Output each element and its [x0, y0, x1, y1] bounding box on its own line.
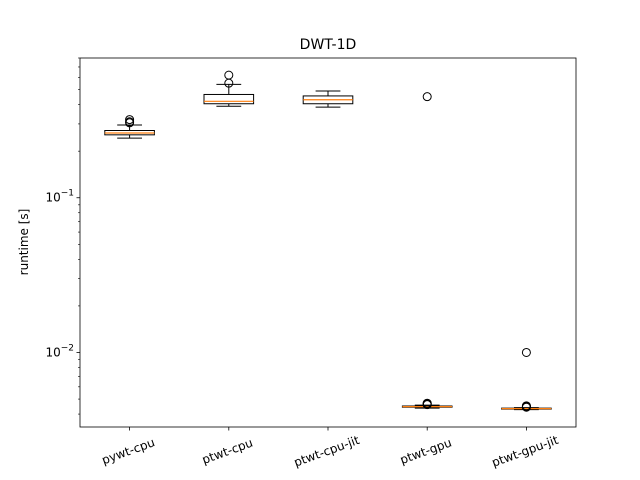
- box-iqr: [203, 93, 255, 105]
- y-tick-label: 10−1: [45, 189, 74, 205]
- outlier-point: [422, 92, 432, 102]
- outlier-point: [125, 115, 135, 125]
- outlier-point: [224, 70, 234, 80]
- outlier-point: [521, 347, 531, 357]
- chart-title: DWT-1D: [300, 37, 357, 53]
- outlier-point: [125, 117, 135, 127]
- y-tick-label: 10−2: [45, 343, 74, 359]
- y-axis-label: runtime [s]: [17, 209, 31, 276]
- outlier-point: [521, 401, 531, 411]
- outlier-point: [422, 398, 432, 408]
